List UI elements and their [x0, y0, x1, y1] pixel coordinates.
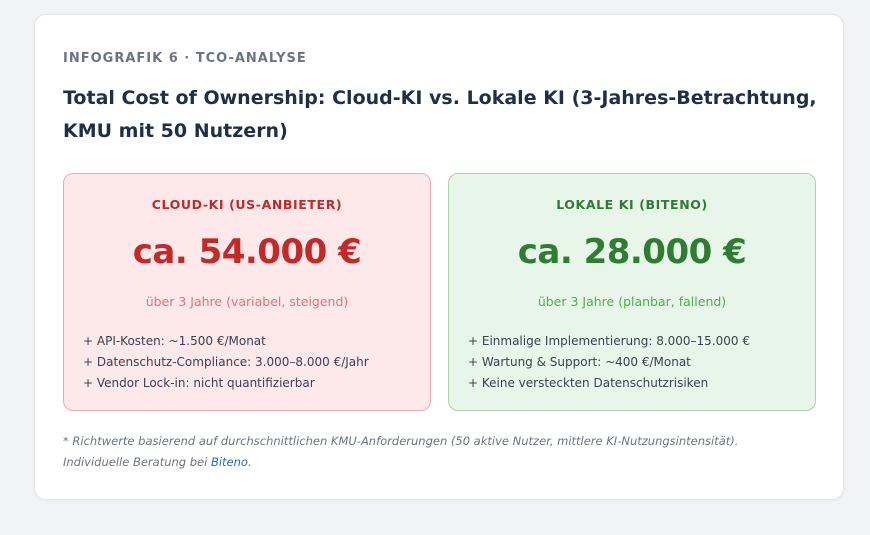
list-item: + Wartung & Support: ~400 €/Monat	[468, 355, 691, 369]
biteno-link[interactable]: Biteno	[210, 455, 248, 469]
footnote-line-2: Individuelle Beratung bei Biteno.	[63, 452, 823, 473]
cloud-ki-amount: ca. 54.000 €	[132, 232, 362, 272]
lokale-ki-cost-list: + Einmalige Implementierung: 8.000–15.00…	[468, 331, 750, 394]
cloud-ki-cost-list: + API-Kosten: ~1.500 €/Monat + Datenschu…	[83, 331, 369, 394]
eyebrow-label: INFOGRAFIK 6 · TCO-ANALYSE	[63, 51, 307, 66]
lokale-ki-label: LOKALE KI (BITENO)	[556, 197, 708, 212]
lokale-ki-panel: LOKALE KI (BITENO) ca. 28.000 € über 3 J…	[448, 173, 816, 411]
lokale-ki-period: über 3 Jahre (planbar, fallend)	[537, 294, 727, 309]
list-item: + Keine versteckten Datenschutzrisiken	[468, 376, 709, 390]
list-item: + Einmalige Implementierung: 8.000–15.00…	[468, 334, 750, 348]
footnote-line-1: * Richtwerte basierend auf durchschnittl…	[63, 434, 739, 448]
footnote-suffix: .	[247, 455, 252, 469]
list-item: + Vendor Lock-in: nicht quantifizierbar	[83, 376, 315, 390]
cloud-ki-label: CLOUD-KI (US-ANBIETER)	[151, 197, 343, 212]
list-item: + API-Kosten: ~1.500 €/Monat	[83, 334, 266, 348]
infographic-title: Total Cost of Ownership: Cloud-KI vs. Lo…	[63, 87, 817, 142]
list-item: + Datenschutz-Compliance: 3.000–8.000 €/…	[83, 355, 369, 369]
footnote: * Richtwerte basierend auf durchschnittl…	[63, 431, 823, 473]
lokale-ki-amount: ca. 28.000 €	[517, 232, 747, 272]
cloud-ki-period: über 3 Jahre (variabel, steigend)	[145, 294, 349, 309]
cloud-ki-panel: CLOUD-KI (US-ANBIETER) ca. 54.000 € über…	[63, 173, 431, 411]
infographic-card: INFOGRAFIK 6 · TCO-ANALYSE Total Cost of…	[34, 14, 844, 500]
footnote-prefix: Individuelle Beratung bei	[63, 455, 211, 469]
